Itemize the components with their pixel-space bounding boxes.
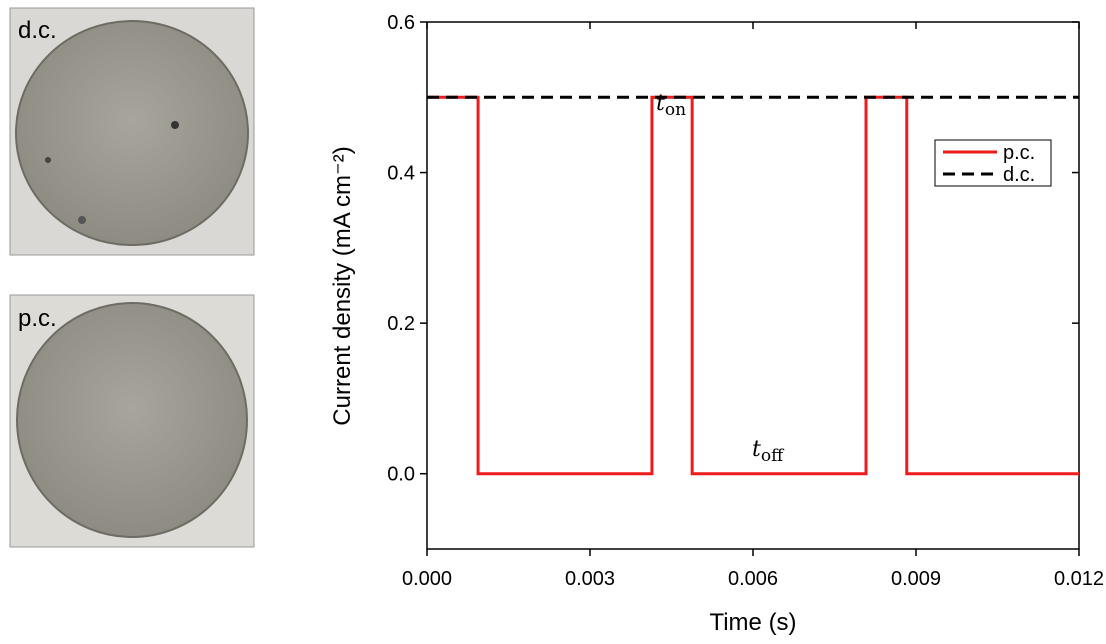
series-line	[427, 95, 1079, 476]
annotation-sub: on	[665, 100, 686, 120]
x-tick-label: 0.003	[565, 568, 615, 590]
y-tick-label: 0.2	[387, 313, 415, 335]
sample-disc	[15, 20, 249, 246]
plot-frame	[426, 21, 1080, 550]
y-axis-title: Current density (mA cm⁻²)	[329, 146, 356, 425]
defect	[171, 121, 179, 129]
x-tick-label: 0.000	[402, 568, 452, 590]
defect	[45, 157, 51, 163]
photo-pc: p.c.	[9, 294, 255, 548]
x-tick-label: 0.012	[1054, 568, 1104, 590]
annotation-sub: off	[761, 446, 785, 466]
annotation-text: t	[752, 437, 761, 462]
annotation: toff	[752, 437, 785, 466]
annotation-text: t	[656, 91, 665, 116]
x-tick-label: 0.006	[728, 568, 778, 590]
photo-label: d.c.	[18, 17, 57, 44]
x-tick-label: 0.009	[891, 568, 941, 590]
legend-label: p.c.	[1003, 142, 1035, 164]
y-tick-label: 0.6	[387, 12, 415, 34]
annotation: ton	[656, 91, 686, 120]
y-tick-label: 0.0	[387, 464, 415, 486]
sample-disc	[16, 302, 248, 538]
photo-dc: d.c.	[9, 7, 255, 256]
legend-box	[934, 139, 1052, 187]
photo-label: p.c.	[18, 305, 57, 332]
x-axis-title: Time (s)	[709, 609, 796, 636]
defect	[78, 216, 86, 224]
legend-label: d.c.	[1003, 164, 1035, 186]
y-tick-label: 0.4	[387, 163, 415, 185]
